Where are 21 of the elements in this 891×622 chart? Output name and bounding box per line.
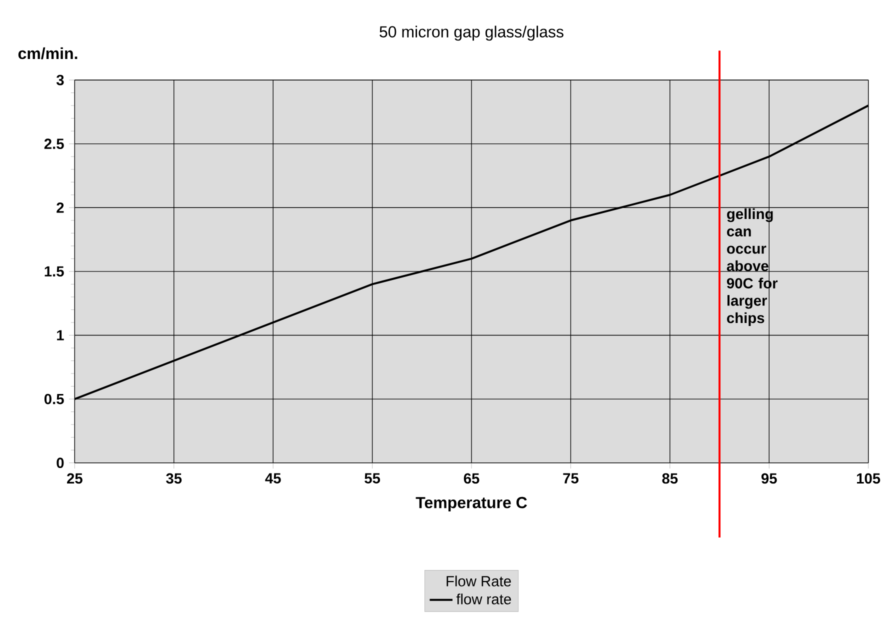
y-tick-label: 2.5 (44, 138, 64, 149)
x-tick-label: 95 (761, 473, 777, 484)
y-tick-label: 0.5 (44, 394, 64, 404)
x-tick-label: 45 (265, 473, 281, 484)
x-tick-label: 85 (662, 473, 678, 484)
legend-title: Flow Rate (446, 576, 511, 586)
x-tick-label: 25 (67, 473, 82, 484)
x-tick-label: 35 (166, 473, 182, 484)
x-tick-label: 55 (364, 473, 380, 484)
y-tick-label: 1 (57, 330, 64, 340)
chart-title: 50 micron gap glass/glass (380, 26, 564, 41)
y-tick-label: 1.5 (44, 266, 64, 276)
y-tick-label: 0 (56, 458, 64, 468)
x-axis-title: Temperature C (416, 496, 527, 512)
x-tick-label: 65 (464, 473, 480, 484)
y-tick-label: 2 (56, 202, 64, 213)
y-tick-label: 3 (56, 74, 64, 86)
x-tick-label: 75 (563, 473, 578, 484)
legend-label: flow rate (456, 593, 511, 604)
y-axis-title: cm/min. (18, 47, 78, 60)
x-tick-label: 105 (857, 473, 880, 484)
